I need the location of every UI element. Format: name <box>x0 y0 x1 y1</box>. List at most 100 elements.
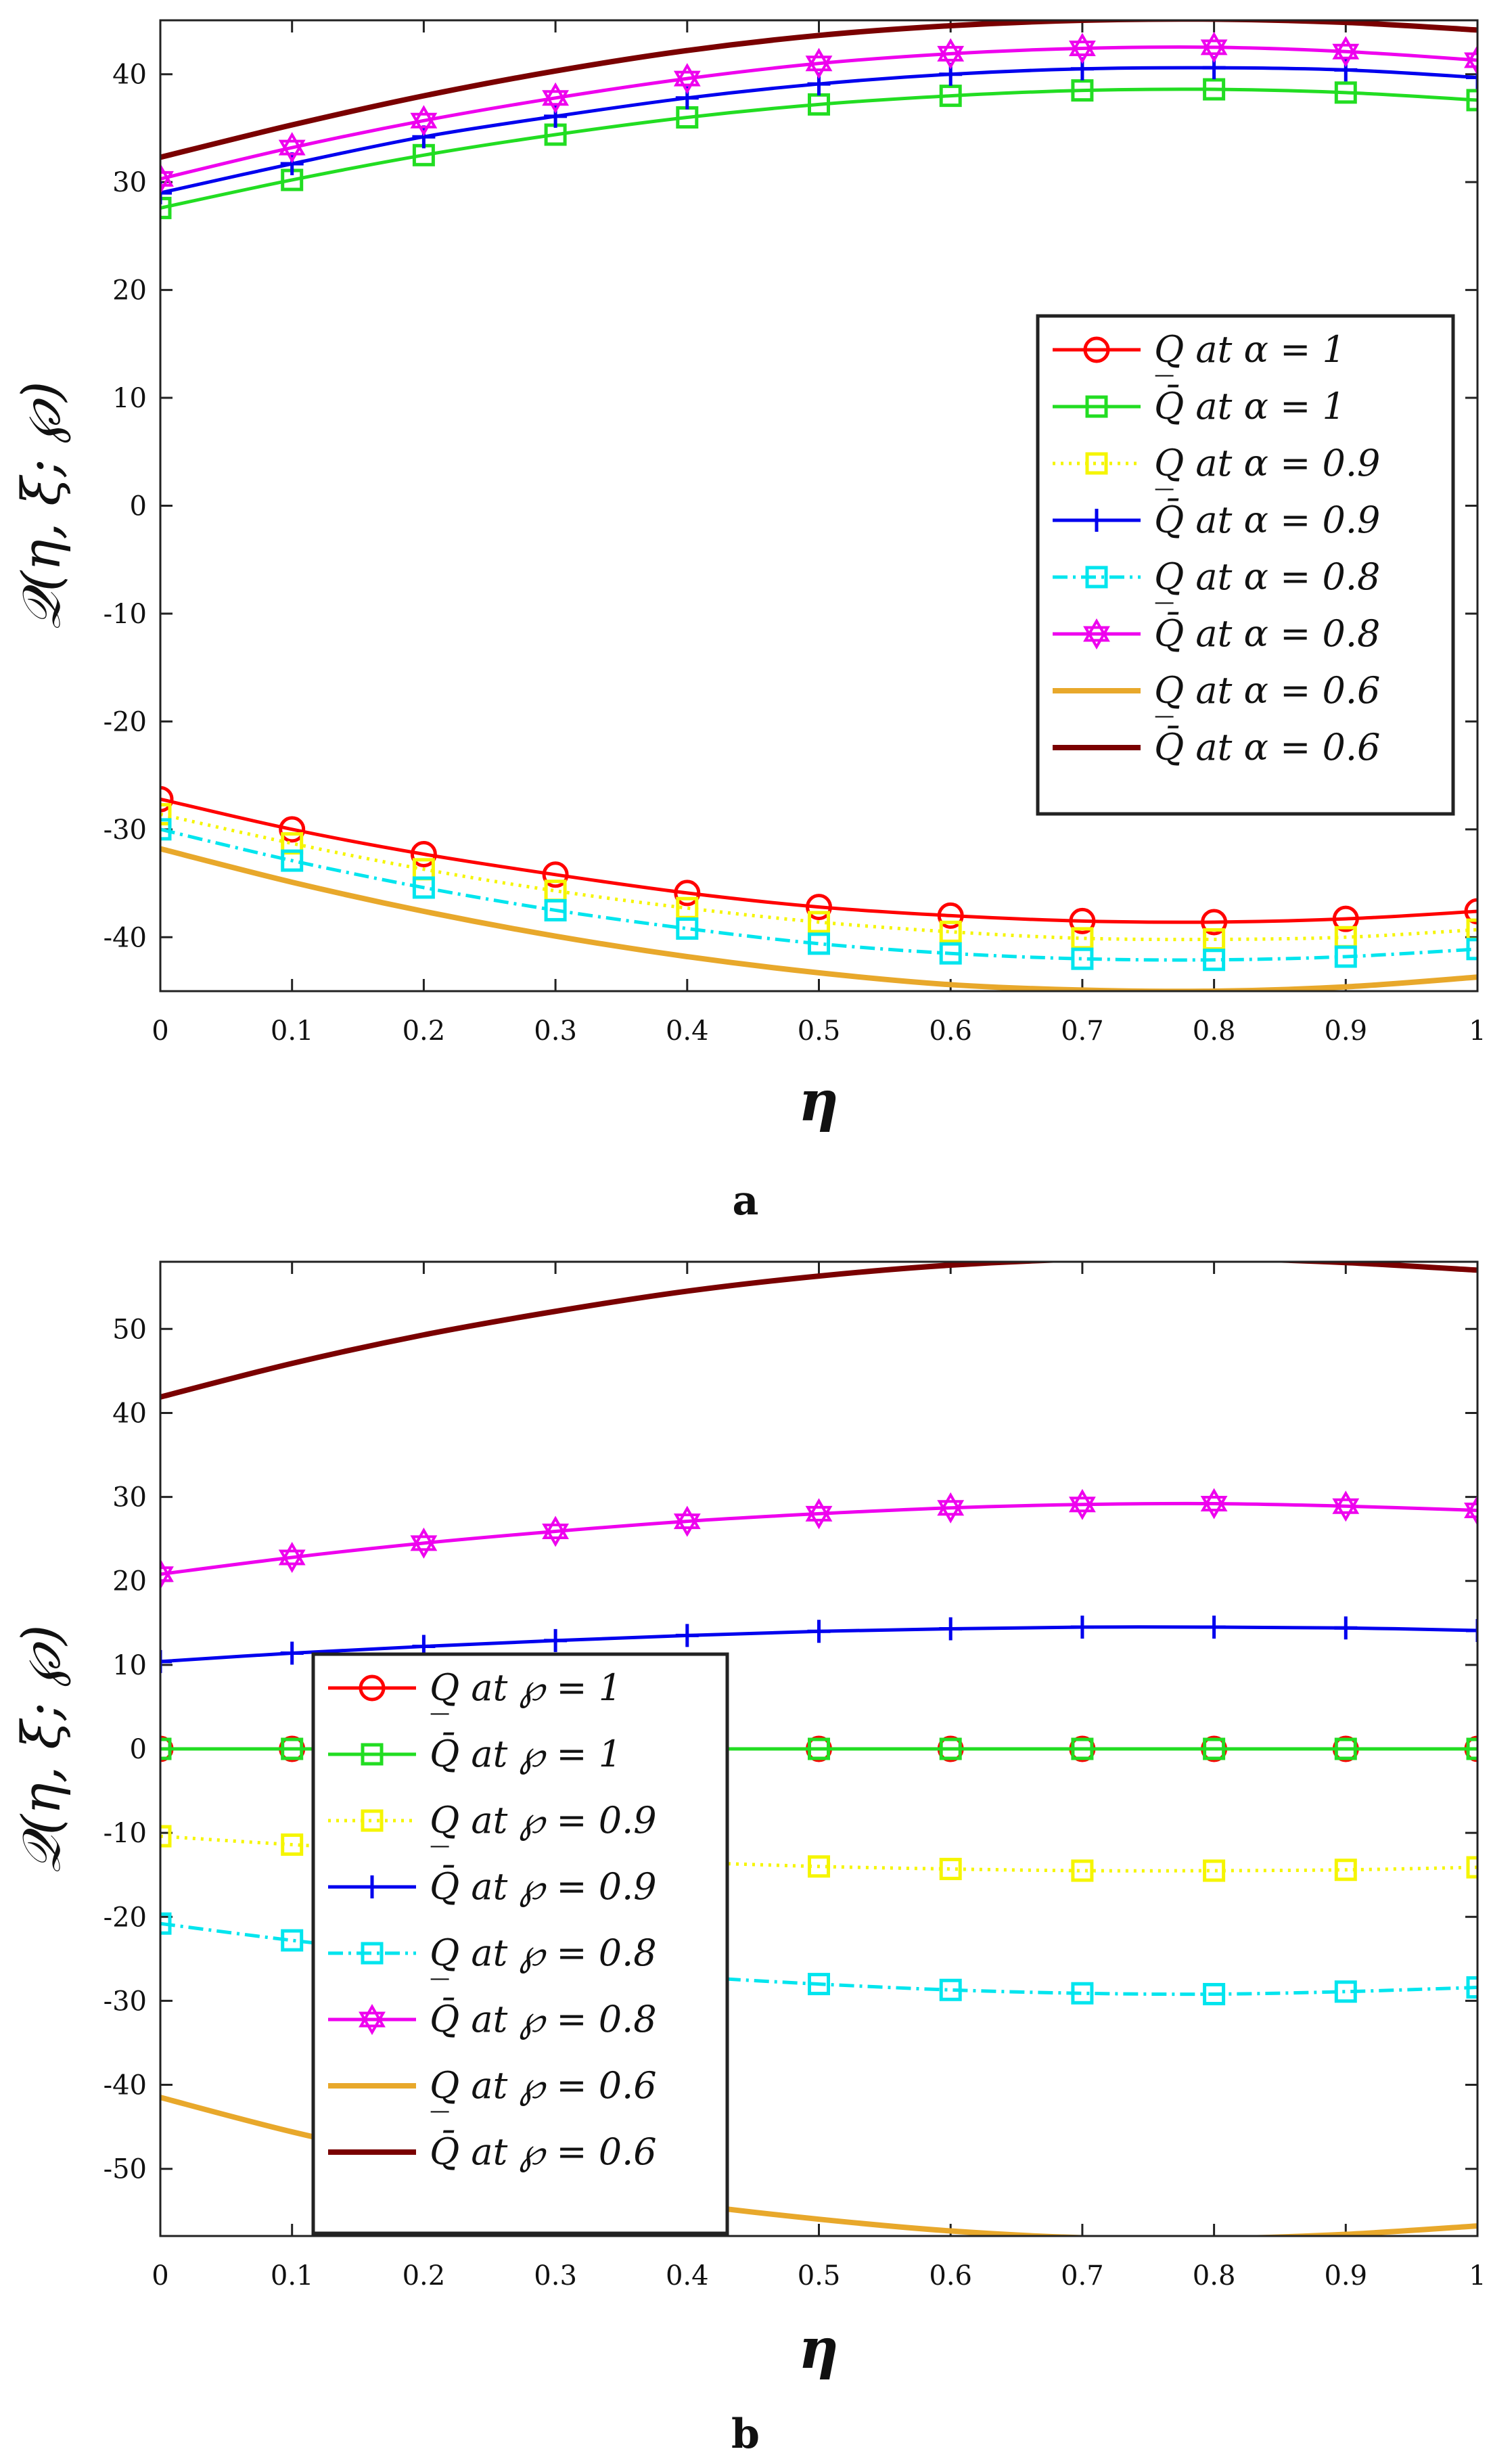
series-5 <box>160 31 1477 195</box>
data-point <box>1069 907 1096 934</box>
legend-entry-1: Q̄ at α = 1 <box>1053 384 1346 428</box>
x-tick-label: 0 <box>152 1016 168 1047</box>
x-tick-label: 0.6 <box>929 2260 972 2291</box>
data-point <box>673 1505 701 1537</box>
data-point <box>1466 1976 1477 1999</box>
y-ticks-a: -40 -30 -20 -10 0 10 20 30 40 <box>104 60 1477 953</box>
data-point <box>1203 1737 1226 1760</box>
legend-marker <box>1083 336 1110 363</box>
data-point <box>278 1541 306 1573</box>
data-point <box>160 1912 172 1935</box>
legend-label: Q̄ at ℘ = 1 <box>430 1732 622 1775</box>
data-point <box>937 1492 965 1524</box>
data-point <box>1334 1858 1357 1881</box>
legend-b: Q̲ at ℘ = 1 Q̄ at ℘ = 1 Q̲ at ℘ = 0.9 Q̄ at… <box>311 1652 729 2235</box>
data-point <box>1466 1618 1477 1642</box>
x-tick-label: 0.7 <box>1061 1016 1104 1047</box>
legend-label: Q̄ at ℘ = 0.6 <box>430 2130 657 2173</box>
legend-entry-2: Q̲ at ℘ = 0.9 <box>328 1799 657 1848</box>
series-line <box>160 1501 1477 1576</box>
x-tick-label: 0.6 <box>929 1016 972 1047</box>
x-tick-label: 0.9 <box>1324 1016 1367 1047</box>
x-axis-label-b: η <box>798 2317 839 2381</box>
series-7 <box>160 20 1477 160</box>
data-point <box>281 849 304 872</box>
series-7 <box>160 1262 1477 1400</box>
data-point <box>1466 66 1477 89</box>
y-tick-label: -30 <box>104 1986 147 2017</box>
legend-entry-6: Q̲ at α = 0.6 <box>1053 669 1380 718</box>
x-ticks-b: 0 0.1 0.2 0.3 0.4 0.5 0.6 0.7 0.8 0.9 1 <box>152 1262 1486 2291</box>
data-point <box>1070 1616 1094 1639</box>
x-tick-label: 0.3 <box>534 1016 577 1047</box>
data-point <box>544 1628 568 1652</box>
plot-frame-a <box>159 19 1479 993</box>
data-point <box>808 1737 830 1760</box>
legend-label: Q̲ at α = 0.9 <box>1154 442 1380 490</box>
data-point <box>410 105 438 137</box>
data-point <box>1332 36 1360 68</box>
y-tick-label: -50 <box>104 2154 147 2185</box>
data-point <box>1203 1859 1226 1882</box>
data-point <box>1466 918 1477 941</box>
legend-label: Q̲ at α = 0.8 <box>1154 555 1380 604</box>
series-line <box>160 1834 1477 1873</box>
data-point <box>281 1737 304 1760</box>
legend-marker <box>361 1942 384 1965</box>
legend-label: Q̲ at ℘ = 0.8 <box>430 1932 657 1980</box>
data-point <box>1466 938 1477 961</box>
data-point <box>1334 81 1357 104</box>
legend-entry-0: Q̲ at ℘ = 1 <box>328 1666 622 1715</box>
data-point <box>1466 1856 1477 1879</box>
legend-marker <box>359 1674 386 1702</box>
data-point <box>160 1558 174 1590</box>
legend-entry-7: Q̄ at α = 0.6 <box>1053 725 1380 769</box>
x-tick-label: 0.1 <box>271 1016 314 1047</box>
legend-marker <box>1085 452 1108 475</box>
data-point <box>160 196 172 219</box>
y-tick-label: 20 <box>112 1566 147 1597</box>
data-point <box>542 861 569 888</box>
legend-entry-5: Q̄ at ℘ = 0.8 <box>328 1997 657 2040</box>
x-tick-label: 0.3 <box>534 2260 577 2291</box>
legend-marker <box>1085 566 1108 589</box>
x-tick-label: 0.8 <box>1193 1016 1236 1047</box>
y-tick-label: 10 <box>112 1650 147 1681</box>
data-point <box>674 880 701 907</box>
x-tick-label: 0.2 <box>403 1016 446 1047</box>
y-tick-label: 40 <box>112 1398 147 1429</box>
data-point <box>1200 31 1228 63</box>
y-tick-label: 0 <box>130 1734 147 1765</box>
y-tick-label: 30 <box>112 1482 147 1513</box>
legend-entry-5: Q̄ at α = 0.8 <box>1053 612 1380 655</box>
y-tick-label: -40 <box>104 922 147 953</box>
data-point <box>676 917 699 940</box>
legend-entry-0: Q̲ at α = 1 <box>1053 328 1346 377</box>
data-point <box>542 82 570 114</box>
data-point <box>1203 78 1226 101</box>
series-4 <box>160 818 1477 972</box>
data-point <box>1068 1488 1096 1520</box>
y-axis-label-a: 𝒬(η, ξ; ℘) <box>12 381 72 629</box>
data-point <box>1071 947 1094 970</box>
data-point <box>1334 945 1357 968</box>
data-point <box>160 785 174 813</box>
y-tick-label: -30 <box>104 815 147 846</box>
data-point <box>160 1825 172 1848</box>
data-point <box>1068 32 1096 64</box>
y-tick-label: -40 <box>104 2070 147 2101</box>
legend-label: Q̲ at ℘ = 0.6 <box>430 2064 657 2113</box>
data-point <box>1332 1490 1360 1522</box>
data-point <box>805 47 833 79</box>
legend-label: Q̲ at α = 1 <box>1154 328 1346 377</box>
data-point <box>1203 1982 1226 2005</box>
x-tick-label: 0.5 <box>798 2260 841 2291</box>
chart-panel-a: -40 -30 -20 -10 0 10 20 30 40 0 0.1 0.2 0.3 0.4 0.5 0.… <box>12 19 1486 1225</box>
data-point <box>1464 898 1477 925</box>
data-point <box>544 898 567 921</box>
x-axis-label-a: η <box>798 1069 839 1134</box>
data-point <box>1466 1737 1477 1760</box>
data-point <box>1334 1737 1357 1760</box>
series-5 <box>160 1488 1477 1590</box>
data-point <box>808 911 830 934</box>
